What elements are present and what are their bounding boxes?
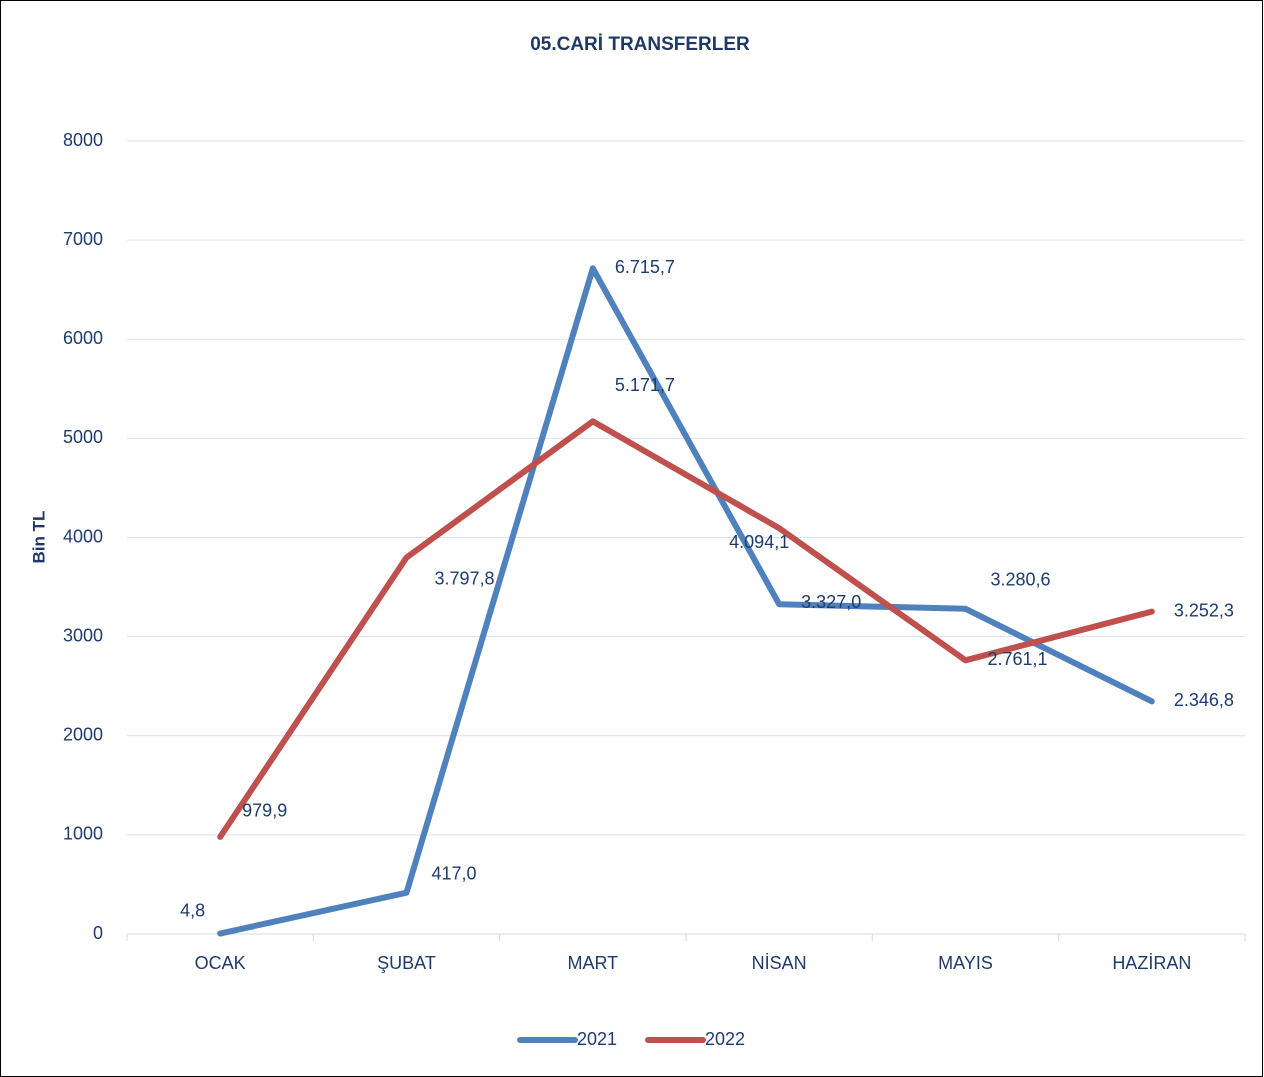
y-tick-label: 8000 — [63, 130, 103, 150]
data-label: 5.171,7 — [615, 375, 675, 395]
y-tick-label: 2000 — [63, 725, 103, 745]
chart-title: 05.CARİ TRANSFERLER — [530, 34, 750, 55]
y-tick-label: 1000 — [63, 824, 103, 844]
series-line — [217, 265, 1155, 937]
data-label: 417,0 — [432, 863, 477, 883]
y-tick-label: 5000 — [63, 427, 103, 447]
x-tick-label: MART — [567, 953, 618, 973]
x-tick-label: HAZİRAN — [1112, 953, 1191, 973]
data-label: 4,8 — [180, 900, 205, 920]
y-tick-label: 4000 — [63, 526, 103, 546]
y-tick-label: 3000 — [63, 625, 103, 645]
legend-label: 2021 — [577, 1029, 617, 1049]
y-tick-label: 6000 — [63, 328, 103, 348]
data-label: 3.327,0 — [801, 592, 861, 612]
data-label: 3.797,8 — [435, 568, 495, 588]
data-label: 3.280,6 — [991, 570, 1051, 590]
data-label: 3.252,3 — [1174, 600, 1234, 620]
y-tick-label: 0 — [93, 923, 103, 943]
data-label: 6.715,7 — [615, 257, 675, 277]
x-tick-label: ŞUBAT — [377, 953, 436, 973]
x-tick-label: OCAK — [195, 953, 246, 973]
data-label: 979,9 — [242, 801, 287, 821]
data-label: 2.761,1 — [988, 649, 1048, 669]
y-axis-label: Bin TL — [29, 511, 48, 564]
x-tick-label: MAYIS — [938, 953, 993, 973]
data-label: 4.094,1 — [729, 532, 789, 552]
y-tick-label: 7000 — [63, 229, 103, 249]
x-tick-label: NİSAN — [752, 953, 807, 973]
legend-label: 2022 — [705, 1029, 745, 1049]
data-label: 2.346,8 — [1174, 690, 1234, 710]
series-line — [217, 418, 1155, 840]
